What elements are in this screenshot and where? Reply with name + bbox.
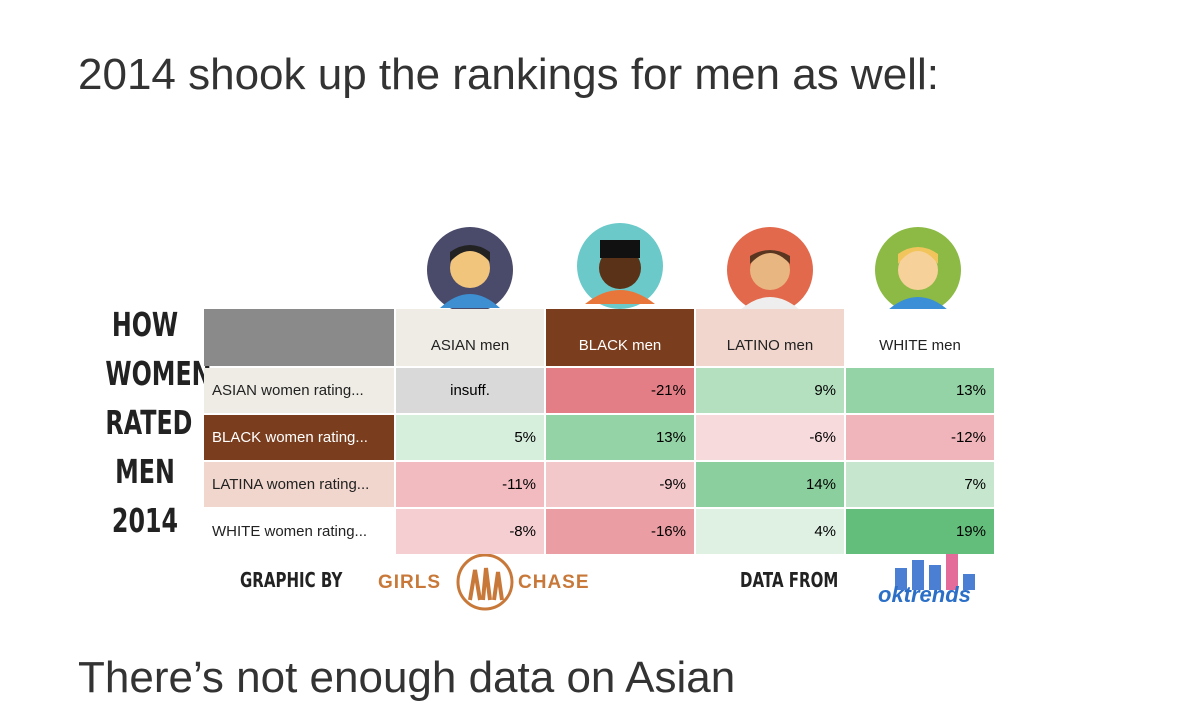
rating-cell: 13% xyxy=(846,368,994,413)
column-header: WHITE men xyxy=(846,309,994,366)
avatar-latino xyxy=(727,227,813,313)
data-row: LATINA women rating... -11% -9% 14% 7% xyxy=(204,462,994,507)
side-title-line: RATED xyxy=(105,403,193,442)
rating-cell: insuff. xyxy=(396,368,544,413)
avatar-white xyxy=(875,227,961,313)
rating-cell: -21% xyxy=(546,368,694,413)
data-row: BLACK women rating... 5% 13% -6% -12% xyxy=(204,415,994,460)
logo-left: GIRLS xyxy=(378,572,442,593)
row-label: BLACK women rating... xyxy=(204,415,394,460)
side-title-line: 2014 xyxy=(111,501,179,540)
row-label: ASIAN women rating... xyxy=(204,368,394,413)
ratings-table: ASIAN men BLACK men LATINO men WHITE men ASI… xyxy=(202,307,996,556)
rating-cell: -9% xyxy=(546,462,694,507)
rating-cell: 5% xyxy=(396,415,544,460)
row-label: WHITE women rating... xyxy=(204,509,394,554)
data-row: WHITE women rating... -8% -16% 4% 19% xyxy=(204,509,994,554)
rating-cell: -8% xyxy=(396,509,544,554)
rating-cell: -11% xyxy=(396,462,544,507)
rating-cell: 19% xyxy=(846,509,994,554)
rating-cell: 7% xyxy=(846,462,994,507)
rating-cell: 13% xyxy=(546,415,694,460)
data-logo: oktrends xyxy=(878,582,971,607)
intro-text: 2014 shook up the rankings for men as we… xyxy=(78,50,939,99)
corner-cell xyxy=(204,309,394,366)
side-title: HOW WOMEN RATED MEN 2014 xyxy=(90,300,212,545)
side-title-line: HOW xyxy=(111,305,179,344)
rating-cell: 9% xyxy=(696,368,844,413)
column-header: ASIAN men xyxy=(396,309,544,366)
avatar-asian xyxy=(427,227,513,313)
rating-cell: 14% xyxy=(696,462,844,507)
column-header: BLACK men xyxy=(546,309,694,366)
logo-right: CHASE xyxy=(518,572,590,593)
rating-cell: -12% xyxy=(846,415,994,460)
outro-text: There’s not enough data on Asian xyxy=(78,653,736,702)
data-row: ASIAN women rating... insuff. -21% 9% 13% xyxy=(204,368,994,413)
graphic-by: GRAPHIC BY xyxy=(240,568,343,592)
side-title-line: WOMEN xyxy=(105,354,212,393)
rating-cell: -6% xyxy=(696,415,844,460)
logo-girlschase xyxy=(456,553,514,611)
row-label: LATINA women rating... xyxy=(204,462,394,507)
column-header: LATINO men xyxy=(696,309,844,366)
rating-cell: 4% xyxy=(696,509,844,554)
data-from: DATA FROM xyxy=(740,568,839,592)
side-title-line: MEN xyxy=(115,452,175,491)
avatar-black xyxy=(577,223,663,309)
rating-cell: -16% xyxy=(546,509,694,554)
header-row: ASIAN men BLACK men LATINO men WHITE men xyxy=(204,309,994,366)
logo-oktrends-bars xyxy=(895,552,975,590)
